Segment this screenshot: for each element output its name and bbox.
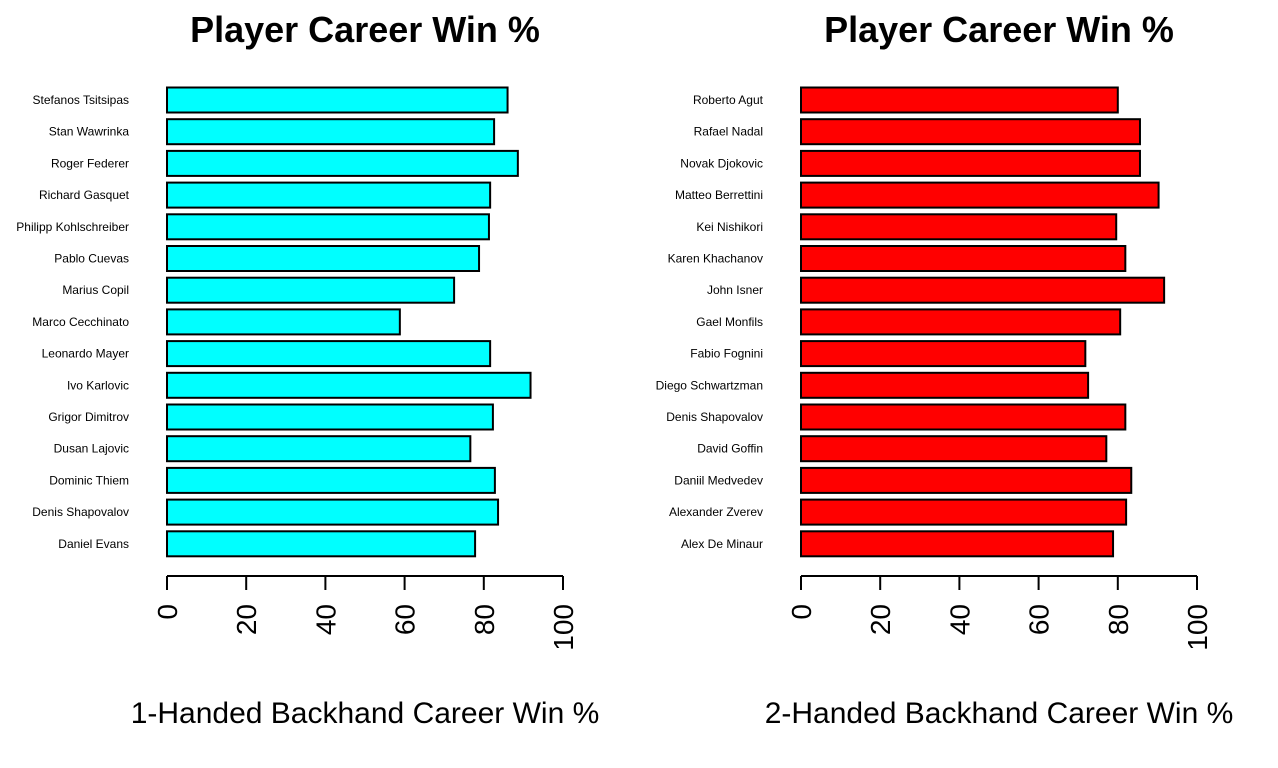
bar: [166, 308, 401, 336]
bar: [800, 181, 1160, 209]
chart-panel-1: Player Career Win % Stefanos Tsitsipas Sta…: [16, 9, 599, 730]
bar: [166, 466, 496, 494]
category-label: Fabio Fognini: [690, 347, 763, 361]
category-label: Dusan Lajovic: [54, 442, 129, 456]
x-tick-label: 60: [390, 604, 421, 635]
bar: [800, 403, 1127, 431]
chart-panel-2: Player Career Win % Roberto Agut Rafael Na…: [656, 9, 1234, 730]
bar: [800, 498, 1128, 526]
x-tick-label: 80: [1103, 604, 1134, 635]
x-tick-label: 100: [548, 604, 579, 651]
category-label: Denis Shapovalov: [32, 505, 129, 519]
x-tick-label: 20: [231, 604, 262, 635]
category-label: Alexander Zverev: [669, 505, 763, 519]
category-label: Leonardo Mayer: [42, 347, 129, 361]
category-label: Dominic Thiem: [49, 473, 129, 487]
chart-title: Player Career Win %: [824, 9, 1174, 50]
category-label: John Isner: [707, 283, 763, 297]
category-label: Roberto Agut: [693, 93, 764, 107]
x-tick-label: 80: [469, 604, 500, 635]
category-label: Daniil Medvedev: [674, 473, 763, 487]
bar: [800, 530, 1115, 558]
x-tick-label: 0: [786, 604, 817, 620]
x-tick-label: 60: [1024, 604, 1055, 635]
category-label: Philipp Kohlschreiber: [16, 220, 129, 234]
bar: [166, 276, 456, 304]
bar: [166, 213, 490, 241]
x-tick-label: 100: [1182, 604, 1213, 651]
x-tick-label: 40: [310, 604, 341, 635]
bar: [166, 86, 509, 114]
bar: [166, 371, 532, 399]
bar: [800, 435, 1108, 463]
category-label: Gael Monfils: [696, 315, 763, 329]
bar: [800, 149, 1141, 177]
category-label: Marco Cecchinato: [32, 315, 129, 329]
bar: [166, 403, 494, 431]
bar: [166, 498, 500, 526]
bar: [800, 308, 1122, 336]
category-label: David Goffin: [697, 442, 763, 456]
bar: [800, 86, 1119, 114]
category-label: Richard Gasquet: [39, 188, 130, 202]
category-label: Daniel Evans: [58, 537, 129, 551]
bar: [800, 340, 1087, 368]
bar: [166, 118, 496, 146]
bar: [166, 149, 519, 177]
x-tick-label: 0: [152, 604, 183, 620]
bar: [800, 276, 1166, 304]
x-axis-label: 1-Handed Backhand Career Win %: [131, 697, 600, 730]
category-label: Denis Shapovalov: [666, 410, 763, 424]
bar: [166, 245, 481, 272]
bar: [800, 371, 1090, 399]
bar: [800, 466, 1133, 494]
bar: [166, 530, 477, 558]
category-label: Grigor Dimitrov: [48, 410, 129, 424]
bar: [166, 435, 472, 463]
x-axis-label: 2-Handed Backhand Career Win %: [765, 697, 1234, 730]
bar: [166, 340, 492, 368]
category-label: Diego Schwartzman: [656, 378, 763, 392]
bar: [800, 213, 1118, 241]
bar: [800, 245, 1127, 272]
category-label: Stan Wawrinka: [49, 125, 130, 139]
category-label: Novak Djokovic: [680, 156, 763, 170]
category-label: Alex De Minaur: [681, 537, 763, 551]
category-label: Matteo Berrettini: [675, 188, 763, 202]
x-tick-label: 20: [865, 604, 896, 635]
category-label: Ivo Karlovic: [67, 378, 129, 392]
chart-title: Player Career Win %: [190, 9, 540, 50]
category-label: Stefanos Tsitsipas: [33, 93, 130, 107]
category-label: Pablo Cuevas: [54, 252, 129, 266]
category-label: Kei Nishikori: [696, 220, 763, 234]
bar: [166, 181, 492, 209]
category-label: Karen Khachanov: [668, 252, 763, 266]
category-label: Rafael Nadal: [694, 125, 763, 139]
x-tick-label: 40: [944, 604, 975, 635]
category-label: Marius Copil: [62, 283, 129, 297]
category-label: Roger Federer: [51, 156, 129, 170]
bar: [800, 118, 1141, 146]
